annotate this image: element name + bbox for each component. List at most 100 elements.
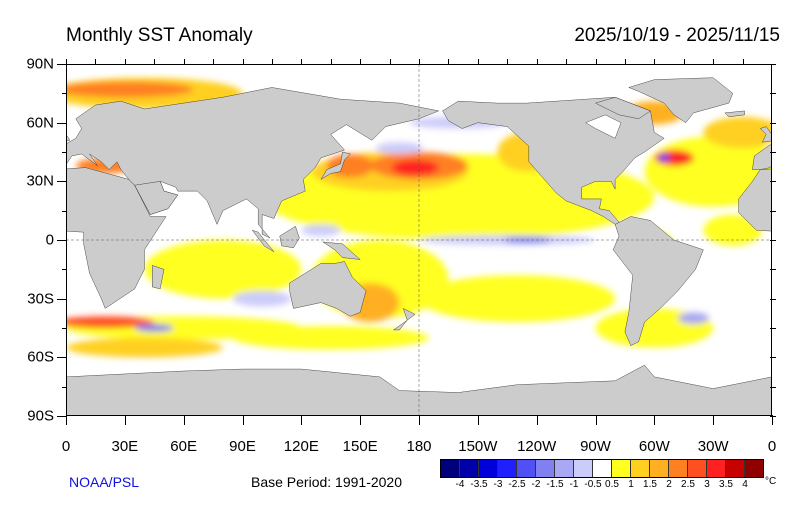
borneo-landmass <box>280 226 300 248</box>
lon-tick <box>66 415 67 425</box>
lon-minor-tick <box>713 59 715 64</box>
colorbar-swatch <box>593 460 612 477</box>
colorbar-swatch <box>460 460 479 477</box>
lat-minor-tick <box>770 64 776 65</box>
lat-label: 30S <box>27 290 54 308</box>
lon-tick <box>124 415 126 425</box>
anomaly-patch <box>658 153 671 162</box>
figure-title: Monthly SST Anomaly <box>66 25 253 46</box>
lon-minor-tick <box>301 59 303 64</box>
anomaly-patch <box>391 159 439 176</box>
colorbar-label: -4 <box>455 479 465 490</box>
lon-label: 0 <box>61 438 71 455</box>
colorbar-label: -1.5 <box>546 479 564 490</box>
lat-label: 0 <box>45 231 54 249</box>
lat-minor-tick <box>770 328 776 329</box>
lat-minor-tick <box>770 298 776 300</box>
world-map <box>66 64 772 416</box>
japan-landmass <box>321 152 350 179</box>
africa-landmass <box>66 168 166 309</box>
colorbar-label: 3 <box>704 479 710 490</box>
lat-minor-tick <box>62 122 66 124</box>
baffin-landmass <box>596 97 651 119</box>
iceland-landmass <box>725 111 745 117</box>
lon-label: 180 <box>406 438 432 455</box>
lon-minor-tick <box>624 59 626 64</box>
lat-minor-tick <box>62 240 66 241</box>
africa-landmass <box>739 168 772 309</box>
lon-label: 30W <box>697 438 729 455</box>
lat-minor-tick <box>770 93 776 95</box>
colorbar-swatch <box>612 460 631 477</box>
lon-label: 150E <box>342 438 378 455</box>
colorbar-swatch <box>650 460 669 477</box>
colorbar-swatch <box>517 460 536 477</box>
anomaly-patch <box>66 316 155 328</box>
sumatra-landmass <box>252 230 274 252</box>
colorbar-label: 4 <box>742 479 748 490</box>
colorbar-label: 1.5 <box>643 479 657 490</box>
colorbar-swatch <box>726 460 745 477</box>
lon-minor-tick <box>477 59 479 64</box>
colorbar-label: -3.5 <box>470 479 488 490</box>
lat-minor-tick <box>62 152 66 153</box>
colorbar-label: 2 <box>666 479 672 490</box>
lon-tick <box>183 415 185 425</box>
anomaly-patch <box>144 240 302 299</box>
anomaly-patch <box>419 275 616 323</box>
colorbar-swatch <box>536 460 555 477</box>
lat-minor-tick <box>62 64 66 65</box>
lat-minor-tick <box>770 210 776 212</box>
lon-label: 60E <box>170 438 198 455</box>
map-frame <box>66 64 772 416</box>
lon-label: 120E <box>283 438 319 455</box>
lon-tick <box>654 415 656 425</box>
lon-minor-tick <box>536 59 538 64</box>
colorbar-unit: °C <box>765 476 777 487</box>
lon-minor-tick <box>683 59 685 64</box>
lat-minor-tick <box>770 269 776 271</box>
lat-label: 60N <box>26 114 54 132</box>
lat-minor-tick <box>770 152 776 153</box>
lat-minor-tick <box>62 210 66 212</box>
lon-tick <box>477 415 479 425</box>
colorbar-swatch <box>688 460 707 477</box>
lon-label: 150W <box>458 438 498 455</box>
lat-tick <box>57 122 66 124</box>
new-guinea-landmass <box>323 242 360 260</box>
lon-label: 30E <box>111 438 139 455</box>
lat-tick <box>57 181 66 183</box>
lat-minor-tick <box>62 416 66 417</box>
date-range: 2025/10/19 - 2025/11/15 <box>574 25 780 46</box>
hudson-bay <box>586 115 621 138</box>
new-zealand-landmass <box>394 308 416 330</box>
lon-label: 60W <box>638 438 670 455</box>
colorbar-label: -2.5 <box>508 479 526 490</box>
lat-tick <box>57 240 66 241</box>
south-america-landmass <box>613 217 703 346</box>
colorbar-label: 1 <box>628 479 634 490</box>
lon-tick <box>595 415 597 425</box>
lat-label: 90N <box>26 55 54 73</box>
anomaly-patch <box>232 326 429 350</box>
lat-tick <box>57 357 66 359</box>
lon-minor-tick <box>389 59 391 64</box>
lat-label: 90S <box>27 407 54 425</box>
lat-minor-tick <box>62 386 66 388</box>
colorbar-label: -2 <box>531 479 541 490</box>
lon-minor-tick <box>507 59 509 64</box>
colorbar-swatch <box>441 460 460 477</box>
lat-minor-tick <box>770 386 776 388</box>
madagascar-landmass <box>152 265 164 288</box>
lat-minor-tick <box>62 269 66 271</box>
arabia-fill-landmass <box>135 181 178 214</box>
lat-minor-tick <box>770 122 776 124</box>
greenland-landmass <box>629 78 733 123</box>
lon-label: 90W <box>580 438 611 455</box>
britain-landmass <box>760 127 772 143</box>
lat-tick <box>57 64 66 65</box>
australia-landmass <box>290 262 366 317</box>
lon-tick <box>360 415 362 425</box>
eurasia-landmass <box>752 87 772 238</box>
